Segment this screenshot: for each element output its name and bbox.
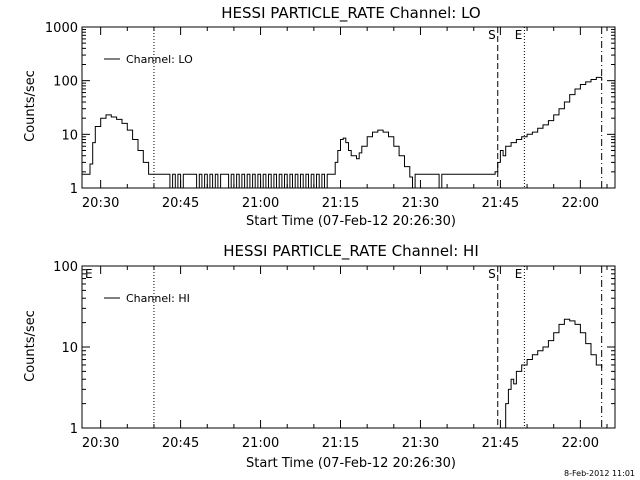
x-tick-label: 21:15 bbox=[322, 436, 359, 451]
x-tick-label: 21:00 bbox=[242, 436, 279, 451]
y-tick-label: 100 bbox=[53, 260, 78, 275]
y-tick-label: 1000 bbox=[45, 21, 78, 36]
chart-panel-lo: HESSI PARTICLE_RATE Channel: LO Counts/s… bbox=[23, 4, 616, 229]
legend: Channel: LO bbox=[104, 53, 193, 66]
y-axis-label: Counts/sec bbox=[23, 310, 38, 382]
y-tick-label: 1 bbox=[70, 182, 78, 197]
x-tick-label: 21:00 bbox=[242, 196, 279, 211]
x-axis-label: Start Time (07-Feb-12 20:26:30) bbox=[246, 456, 456, 471]
x-tick-label: 22:00 bbox=[562, 196, 599, 211]
chart-title: HESSI PARTICLE_RATE Channel: LO bbox=[221, 4, 480, 23]
y-tick-label: 10 bbox=[61, 341, 78, 356]
series-line bbox=[503, 318, 603, 429]
plot-frame bbox=[81, 26, 616, 189]
chart-panel-hi: HESSI PARTICLE_RATE Channel: HI Counts/s… bbox=[23, 242, 616, 471]
chart-title: HESSI PARTICLE_RATE Channel: HI bbox=[223, 242, 479, 261]
x-tick-label: 21:30 bbox=[402, 436, 439, 451]
event-marker-label: E bbox=[85, 267, 93, 281]
y-tick-label: 1 bbox=[70, 422, 78, 437]
event-marker-label: S bbox=[488, 267, 496, 281]
x-tick-label: 21:30 bbox=[402, 196, 439, 211]
chart-marks: 1 10 100 20:30 20:45 21:00 21:15 21:30 21:45 22:0… bbox=[53, 260, 615, 451]
y-tick-label: 100 bbox=[53, 75, 78, 90]
x-tick-label: 21:45 bbox=[482, 196, 519, 211]
x-tick-label: 21:45 bbox=[482, 436, 519, 451]
event-marker-label: E bbox=[515, 267, 523, 281]
x-tick-label: 20:45 bbox=[162, 196, 199, 211]
x-tick-label: 20:30 bbox=[82, 196, 119, 211]
footer-timestamp: 8-Feb-2012 11:01 bbox=[564, 469, 635, 478]
legend-label: Channel: HI bbox=[126, 292, 190, 305]
legend-label: Channel: LO bbox=[126, 53, 193, 66]
x-tick-label: 21:15 bbox=[322, 196, 359, 211]
legend: Channel: HI bbox=[104, 292, 190, 305]
y-tick-label: 10 bbox=[61, 128, 78, 143]
x-axis-label: Start Time (07-Feb-12 20:26:30) bbox=[246, 214, 456, 229]
x-tick-label: 20:45 bbox=[162, 436, 199, 451]
x-tick-label: 20:30 bbox=[82, 436, 119, 451]
x-tick-label: 22:00 bbox=[562, 436, 599, 451]
event-marker-label: S bbox=[488, 28, 496, 42]
event-marker-label: E bbox=[515, 28, 523, 42]
y-axis-label: Counts/sec bbox=[23, 70, 38, 142]
plot-frame bbox=[81, 265, 616, 429]
